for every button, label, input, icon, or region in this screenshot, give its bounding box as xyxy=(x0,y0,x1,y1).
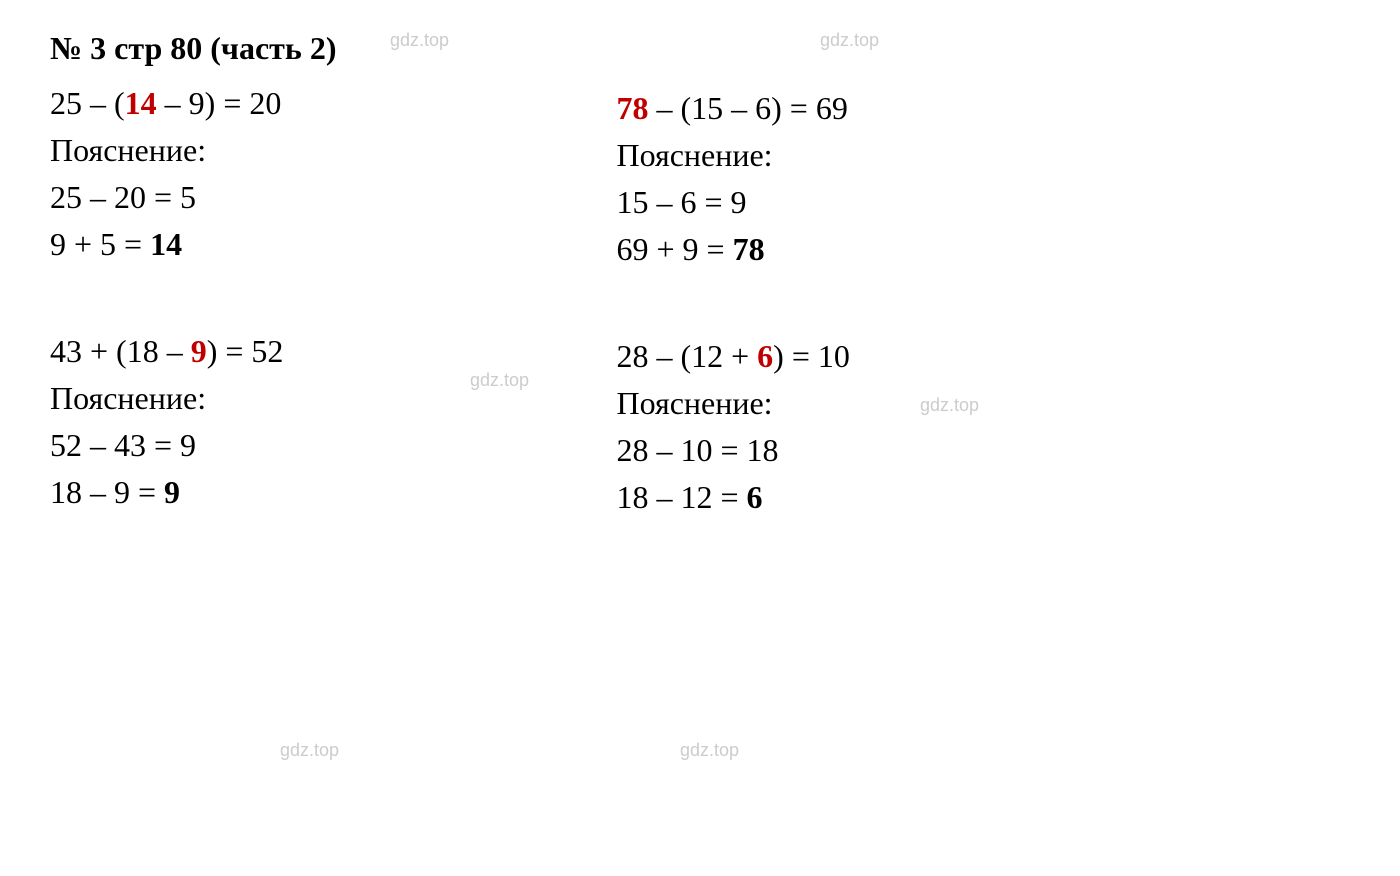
step-3-2: 69 + 9 = 78 xyxy=(616,231,849,268)
equation-4: 28 – (12 + 6) = 10 xyxy=(616,338,849,375)
eq3-after: – (15 – 6) = 69 xyxy=(648,90,847,126)
eq1-before: 25 – ( xyxy=(50,85,125,121)
left-column: № 3 стр 80 (часть 2) 25 – (14 – 9) = 20 … xyxy=(50,30,336,526)
step-2-2-before: 18 – 9 = xyxy=(50,474,164,510)
step-4-1: 28 – 10 = 18 xyxy=(616,432,849,469)
eq3-red: 78 xyxy=(616,90,648,126)
explanation-label-2: Пояснение: xyxy=(50,380,336,417)
eq4-red: 6 xyxy=(757,338,773,374)
right-column: 78 – (15 – 6) = 69 Пояснение: 15 – 6 = 9… xyxy=(616,30,849,526)
step-4-2-bold: 6 xyxy=(747,479,763,515)
eq2-before: 43 + (18 – xyxy=(50,333,191,369)
spacer xyxy=(616,30,849,80)
gap xyxy=(50,273,336,333)
explanation-label-3: Пояснение: xyxy=(616,137,849,174)
step-1-2: 9 + 5 = 14 xyxy=(50,226,336,263)
eq4-after: ) = 10 xyxy=(773,338,850,374)
explanation-label-4: Пояснение: xyxy=(616,385,849,422)
equation-3: 78 – (15 – 6) = 69 xyxy=(616,90,849,127)
eq2-red: 9 xyxy=(191,333,207,369)
step-1-2-before: 9 + 5 = xyxy=(50,226,150,262)
step-2-2: 18 – 9 = 9 xyxy=(50,474,336,511)
equation-2: 43 + (18 – 9) = 52 xyxy=(50,333,336,370)
step-2-2-bold: 9 xyxy=(164,474,180,510)
equation-1: 25 – (14 – 9) = 20 xyxy=(50,85,336,122)
step-3-2-bold: 78 xyxy=(733,231,765,267)
step-4-2-before: 18 – 12 = xyxy=(616,479,746,515)
step-1-2-bold: 14 xyxy=(150,226,182,262)
step-4-2: 18 – 12 = 6 xyxy=(616,479,849,516)
eq2-after: ) = 52 xyxy=(207,333,284,369)
page-title: № 3 стр 80 (часть 2) xyxy=(50,30,336,67)
eq4-before: 28 – (12 + xyxy=(616,338,757,374)
eq1-red: 14 xyxy=(125,85,157,121)
step-3-1: 15 – 6 = 9 xyxy=(616,184,849,221)
step-3-2-before: 69 + 9 = xyxy=(616,231,732,267)
step-1-1: 25 – 20 = 5 xyxy=(50,179,336,216)
eq1-after: – 9) = 20 xyxy=(157,85,282,121)
explanation-label-1: Пояснение: xyxy=(50,132,336,169)
watermark: gdz.top xyxy=(680,740,739,761)
watermark: gdz.top xyxy=(280,740,339,761)
step-2-1: 52 – 43 = 9 xyxy=(50,427,336,464)
gap xyxy=(616,278,849,338)
content-container: № 3 стр 80 (часть 2) 25 – (14 – 9) = 20 … xyxy=(50,30,1350,526)
